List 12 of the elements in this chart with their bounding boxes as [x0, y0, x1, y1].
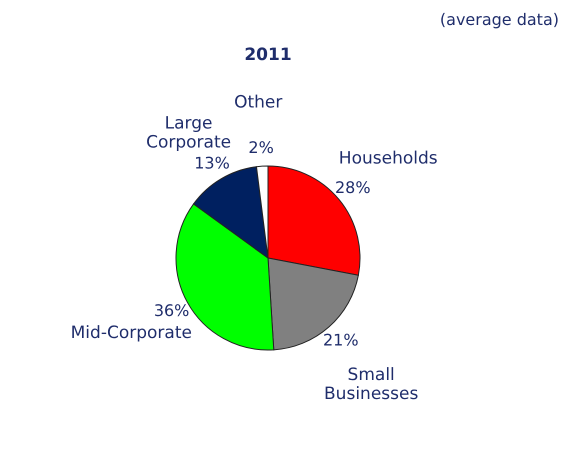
slice-label: Mid-Corporate	[70, 323, 192, 344]
data-label: 2%	[248, 138, 274, 158]
slice-label: Households	[338, 148, 438, 169]
slice-label: Small Businesses	[324, 365, 418, 404]
slice-label: Other	[234, 92, 282, 112]
data-label: 21%	[322, 330, 359, 350]
text: (average data)	[440, 10, 559, 29]
chart-title: 2011	[244, 45, 292, 65]
data-label: 28%	[334, 178, 371, 197]
data-label: 13%	[194, 153, 230, 172]
data-label: 36%	[154, 300, 190, 320]
slice-label: Large Corporate	[146, 114, 232, 153]
